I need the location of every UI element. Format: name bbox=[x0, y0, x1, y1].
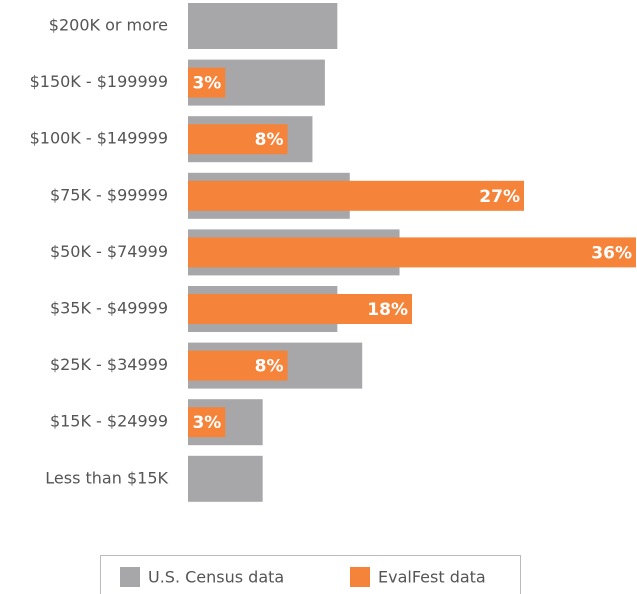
category-label: $25K - $34999 bbox=[50, 355, 168, 374]
category-label: $75K - $99999 bbox=[50, 185, 168, 204]
value-label: 8% bbox=[255, 130, 284, 150]
value-label: 18% bbox=[367, 300, 408, 320]
evalfest-bar bbox=[188, 407, 226, 438]
value-label: 3% bbox=[192, 74, 221, 94]
legend-label: EvalFest data bbox=[378, 568, 486, 587]
value-label: 3% bbox=[192, 413, 221, 433]
category-label: $35K - $49999 bbox=[50, 299, 168, 318]
evalfest-bar bbox=[188, 124, 288, 155]
evalfest-bar bbox=[188, 67, 226, 98]
census-bar bbox=[188, 3, 338, 49]
category-label: Less than $15K bbox=[45, 468, 168, 487]
evalfest-bar bbox=[188, 350, 288, 381]
category-label: $100K - $149999 bbox=[30, 129, 168, 148]
value-label: 27% bbox=[479, 187, 520, 207]
evalfest-bar bbox=[188, 294, 412, 324]
category-label: $200K or more bbox=[49, 16, 168, 35]
legend-swatch bbox=[350, 567, 370, 587]
value-label: 36% bbox=[591, 243, 632, 263]
evalfest-bar bbox=[188, 180, 524, 211]
legend-box bbox=[100, 555, 521, 594]
value-label: 8% bbox=[255, 357, 284, 377]
category-label: $15K - $24999 bbox=[50, 412, 168, 431]
category-label: $150K - $199999 bbox=[30, 72, 168, 91]
category-label: $50K - $74999 bbox=[50, 242, 168, 261]
census-bar bbox=[188, 455, 263, 502]
evalfest-bar bbox=[188, 237, 636, 268]
legend-swatch bbox=[120, 567, 140, 587]
legend-label: U.S. Census data bbox=[148, 568, 284, 587]
